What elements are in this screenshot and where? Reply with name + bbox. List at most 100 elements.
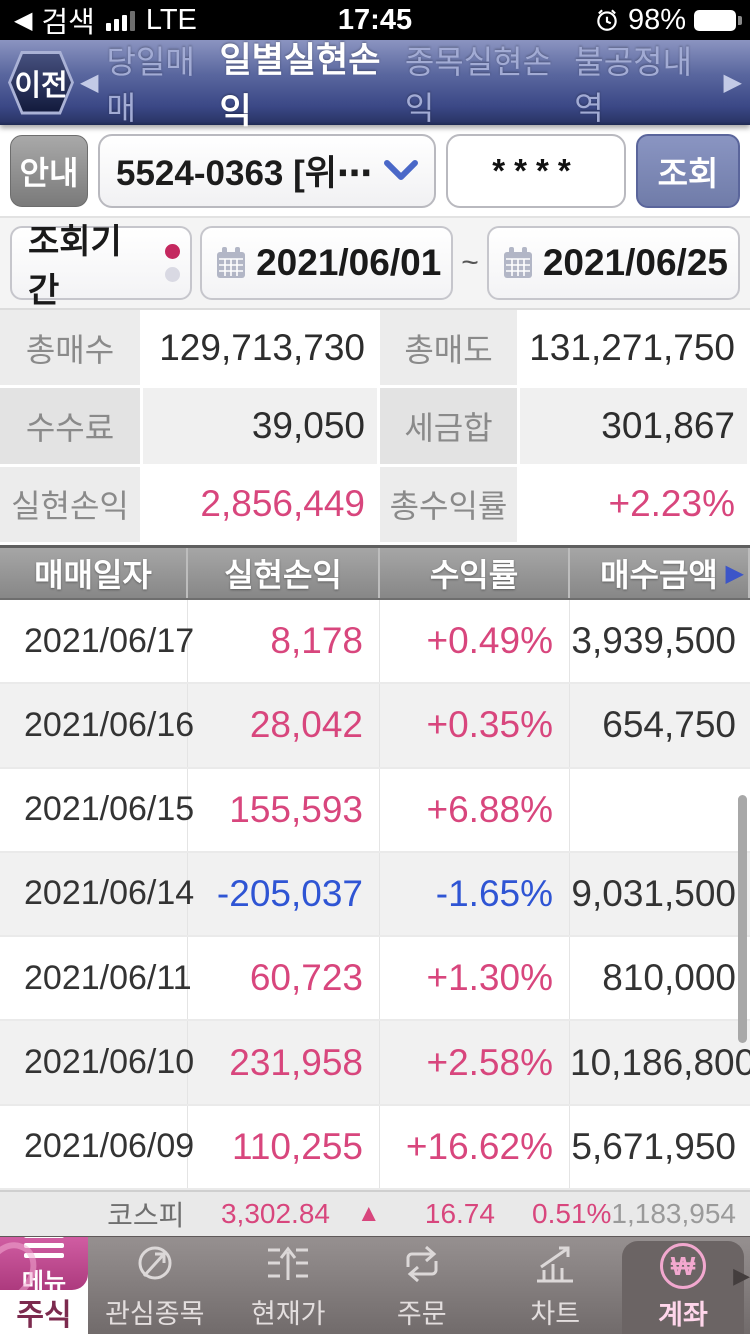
tab-stock-realized-pl[interactable]: 종목실현손익 — [404, 43, 553, 126]
table-row[interactable]: 2021/06/17 8,178 +0.49% 3,939,500 — [0, 600, 750, 685]
cell-realized-pl: 28,042 — [188, 684, 380, 767]
status-bar: ◀ 검색 LTE 17:45 98% — [0, 0, 750, 40]
table-row[interactable]: 2021/06/15 155,593 +6.88% — [0, 768, 750, 853]
index-value: 3,302.84 — [220, 1198, 330, 1229]
nav-label: 관심종목 — [105, 1299, 205, 1329]
battery-percent: 98% — [627, 3, 686, 36]
account-select[interactable]: 5524-0363 [위⋯ — [98, 133, 436, 208]
table-row[interactable]: 2021/06/10 231,958 +2.58% 10,186,800 — [0, 1021, 750, 1106]
kospi-ticker[interactable]: 코스피 3,302.84 ▲ 16.74 0.51% 1,183,954 — [0, 1190, 750, 1236]
table-body: 2021/06/17 8,178 +0.49% 3,939,500 2021/0… — [0, 600, 750, 1190]
info-button[interactable]: 안내 — [10, 134, 88, 207]
up-triangle-icon: ▲ — [356, 1200, 381, 1227]
tab-daily-realized-pl[interactable]: 일별실현손익 — [219, 40, 381, 131]
tab-unfair-history[interactable]: 불공정내역 — [574, 43, 693, 126]
cell-return-rate: +6.88% — [380, 768, 570, 851]
index-volume: 1,183,954 — [611, 1198, 736, 1229]
cell-date: 2021/06/09 — [0, 1105, 194, 1188]
period-bar: 조회기간 2021/06/01 ~ 2021/06/25 — [0, 218, 750, 310]
summary-row: 총매수 129,713,730 총매도 131,271,750 — [0, 310, 750, 389]
cell-buy-amount: 3,939,500 — [571, 620, 736, 662]
index-change: 16.74 — [424, 1198, 495, 1229]
cell-return-rate: +2.58% — [380, 1021, 570, 1104]
menu-label: 메뉴 — [21, 1268, 67, 1291]
cell-realized-pl: 155,593 — [188, 768, 380, 851]
cell-date: 2021/06/14 — [0, 852, 194, 936]
period-radio-dots — [165, 244, 181, 282]
password-field[interactable]: **** — [445, 133, 626, 208]
hamburger-icon — [24, 1237, 64, 1258]
total-buy-value: 129,713,730 — [143, 310, 380, 386]
cell-return-rate: -1.65% — [380, 852, 570, 936]
current-price-icon — [268, 1246, 309, 1280]
cell-buy-amount: 654,750 — [602, 704, 736, 746]
index-change-rate: 0.51% — [532, 1198, 612, 1229]
cell-buy-amount: 5,671,950 — [571, 1125, 736, 1167]
cell-date: 2021/06/17 — [0, 600, 194, 683]
realized-pl-label: 실현손익 — [0, 466, 143, 542]
calendar-icon — [503, 247, 532, 278]
nav-label: 차트 — [530, 1299, 581, 1329]
table-row[interactable]: 2021/06/09 110,255 +16.62% 5,671,950 — [0, 1105, 750, 1190]
total-sell-label: 총매도 — [380, 310, 520, 386]
cell-buy-amount — [570, 769, 750, 851]
more-columns-icon[interactable]: ▶ — [725, 559, 744, 587]
table-row[interactable]: 2021/06/14 -205,037 -1.65% 9,031,500 — [0, 852, 750, 938]
nav-order[interactable]: 주문 — [355, 1237, 489, 1334]
alarm-clock-icon — [597, 9, 617, 31]
header-realized-pl: 실현손익 — [188, 548, 380, 598]
nav-chart[interactable]: 차트 — [489, 1237, 623, 1334]
cell-date: 2021/06/10 — [0, 1021, 194, 1104]
previous-button-label: 이전 — [11, 53, 71, 112]
nav-watchlist[interactable]: 관심종목 — [88, 1237, 222, 1334]
carrier-label: 검색 — [41, 7, 95, 39]
nav-account[interactable]: ₩ 계좌 — [622, 1241, 744, 1334]
header-buy-amount[interactable]: 매수금액 — [570, 548, 750, 598]
summary-row: 실현손익 2,856,449 총수익률 +2.23% — [0, 466, 750, 545]
total-buy-label: 총매수 — [0, 310, 143, 386]
date-from-picker[interactable]: 2021/06/01 — [200, 226, 454, 300]
header-trade-date: 매매일자 — [0, 548, 188, 598]
cell-date: 2021/06/16 — [0, 684, 194, 767]
fee-label: 수수료 — [0, 388, 143, 464]
scrollbar[interactable] — [738, 795, 747, 1043]
realized-pl-value: 2,856,449 — [143, 466, 380, 542]
signal-strength-icon — [105, 9, 135, 31]
cell-realized-pl: 110,255 — [188, 1105, 380, 1188]
tab-daily-trading[interactable]: 당일매매 — [106, 43, 195, 126]
cell-buy-amount: 10,186,800 — [570, 1041, 750, 1083]
menu-column: 메뉴 주식 — [0, 1237, 88, 1334]
table-row[interactable]: 2021/06/11 60,723 +1.30% 810,000 — [0, 937, 750, 1022]
date-to-picker[interactable]: 2021/06/25 — [486, 226, 740, 300]
won-icon: ₩ — [660, 1243, 706, 1289]
tax-value: 301,867 — [520, 388, 750, 464]
tabs-scroll-left-icon[interactable]: ◀ — [80, 69, 99, 96]
nav-label: 현재가 — [250, 1299, 326, 1329]
period-toggle-button[interactable]: 조회기간 — [10, 223, 193, 310]
menu-button[interactable]: 메뉴 — [0, 1237, 88, 1290]
tabs-scroll-right-icon[interactable]: ▶ — [723, 69, 742, 96]
account-number: 5524-0363 [위⋯ — [116, 154, 372, 193]
query-button[interactable]: 조회 — [636, 133, 740, 208]
date-to-value: 2021/06/25 — [542, 242, 728, 283]
total-return-value: +2.23% — [520, 466, 750, 542]
stock-mode-label[interactable]: 주식 — [0, 1290, 88, 1334]
tilde-separator: ~ — [461, 246, 479, 279]
nav-more-icon[interactable]: ▶ — [733, 1263, 750, 1288]
cell-realized-pl: -205,037 — [188, 852, 380, 936]
previous-button[interactable]: 이전 — [8, 50, 74, 115]
cell-date: 2021/06/11 — [0, 937, 192, 1020]
table-row[interactable]: 2021/06/16 28,042 +0.35% 654,750 — [0, 684, 750, 769]
fee-value: 39,050 — [143, 388, 380, 464]
battery-icon — [694, 9, 742, 31]
nav-label: 계좌 — [658, 1300, 708, 1330]
header-return-rate: 수익률 — [380, 548, 570, 598]
nav-current-price[interactable]: 현재가 — [222, 1237, 356, 1334]
status-time: 17:45 — [337, 3, 413, 36]
summary-panel: 총매수 129,713,730 총매도 131,271,750 수수료 39,0… — [0, 310, 750, 545]
back-to-search-icon[interactable]: ◀ — [14, 6, 33, 34]
date-from-value: 2021/06/01 — [256, 242, 442, 283]
total-return-label: 총수익률 — [380, 466, 520, 542]
calendar-icon — [217, 247, 246, 278]
top-nav: 이전 ◀ 당일매매 일별실현손익 종목실현손익 불공정내역 ▶ — [0, 40, 750, 131]
